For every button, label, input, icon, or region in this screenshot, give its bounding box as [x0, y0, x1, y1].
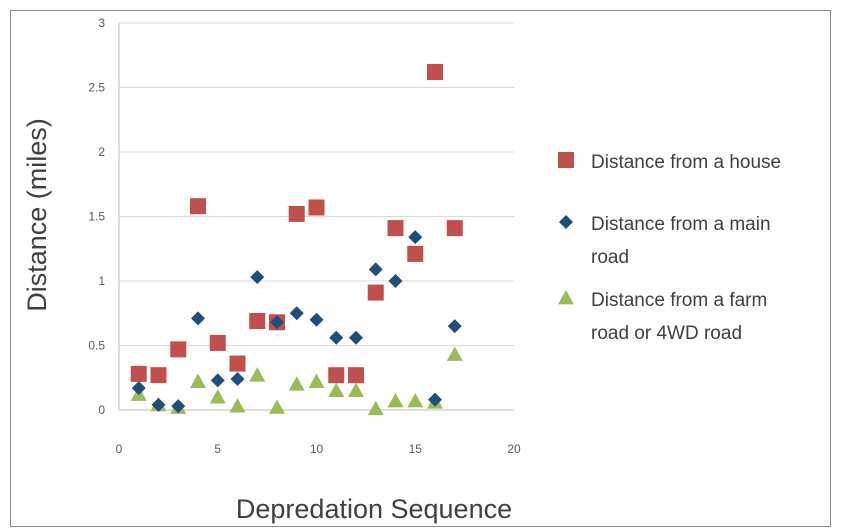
x-tick-label: 20 — [507, 442, 521, 456]
triangle-point — [269, 399, 285, 414]
diamond-point — [349, 330, 363, 345]
square-point — [190, 198, 206, 215]
square-point — [348, 367, 364, 384]
x-tick-label: 0 — [116, 442, 123, 456]
y-tick-label: 1 — [98, 274, 105, 288]
tick-labels: 0 0.5 1 1.5 2 2.5 3 0 5 10 15 20 — [88, 16, 521, 456]
diamond-point — [309, 312, 324, 327]
triangle-point — [308, 373, 325, 389]
diamond-point — [151, 397, 166, 412]
square-point — [427, 64, 443, 81]
square-point — [130, 365, 147, 382]
square-point — [249, 312, 266, 329]
triangle-point — [367, 400, 384, 416]
x-tick-label: 5 — [214, 442, 221, 456]
y-tick-label: 1.5 — [88, 210, 105, 224]
y-tick-label: 0.5 — [88, 339, 105, 353]
square-point — [367, 284, 384, 301]
triangle-point — [407, 392, 424, 408]
legend-diamond-icon — [559, 215, 573, 229]
triangle-point — [446, 346, 463, 361]
chart-frame — [10, 10, 831, 527]
x-axis-title: Depredation Sequence — [236, 494, 512, 524]
x-tick-label: 10 — [310, 442, 324, 456]
legend-label: road — [591, 247, 629, 268]
triangle-point — [209, 389, 226, 404]
square-point — [446, 220, 463, 237]
legend-label: Distance from a main — [591, 214, 771, 235]
square-point — [407, 245, 424, 262]
square-point — [387, 220, 404, 237]
legend-label: road or 4WD road — [591, 323, 742, 344]
data-points — [130, 64, 463, 416]
triangle-point — [328, 382, 345, 398]
triangle-point — [387, 392, 404, 408]
triangle-point — [190, 373, 206, 389]
diamond-point — [447, 319, 462, 334]
legend-square-icon — [558, 152, 574, 168]
axes — [118, 23, 514, 411]
diamond-point — [210, 373, 225, 388]
legend: Distance from a house Distance from a mai… — [558, 152, 781, 344]
triangle-point — [288, 376, 305, 391]
triangle-point — [249, 367, 266, 382]
square-point — [150, 367, 167, 384]
triangle-point — [348, 382, 364, 398]
diamond-point — [250, 270, 265, 285]
diamond-point — [428, 392, 442, 407]
diamond-point — [368, 262, 383, 277]
diamond-point — [230, 372, 245, 387]
diamond-point — [270, 315, 284, 330]
diamond-point — [289, 306, 304, 321]
diamond-point — [388, 274, 403, 288]
square-point — [308, 199, 325, 216]
y-tick-label: 0 — [98, 403, 105, 417]
y-axis-title: Distance (miles) — [22, 118, 52, 312]
legend-triangle-icon — [558, 290, 574, 305]
legend-label: Distance from a farm — [591, 290, 767, 311]
y-tick-label: 2 — [98, 145, 105, 159]
diamond-point — [171, 399, 186, 414]
diamond-point — [191, 311, 205, 326]
square-point — [328, 367, 345, 384]
square-point — [229, 355, 246, 372]
triangle-point — [229, 398, 246, 413]
diamond-point — [329, 330, 344, 345]
square-point — [209, 334, 226, 351]
y-tick-label: 3 — [98, 16, 105, 30]
diamond-point — [408, 230, 423, 245]
diamond-point — [131, 381, 146, 396]
square-point — [288, 205, 305, 222]
gridlines — [119, 22, 514, 346]
y-tick-label: 2.5 — [88, 81, 105, 95]
x-tick-label: 15 — [409, 442, 423, 456]
legend-label: Distance from a house — [591, 152, 781, 173]
square-point — [170, 341, 187, 358]
